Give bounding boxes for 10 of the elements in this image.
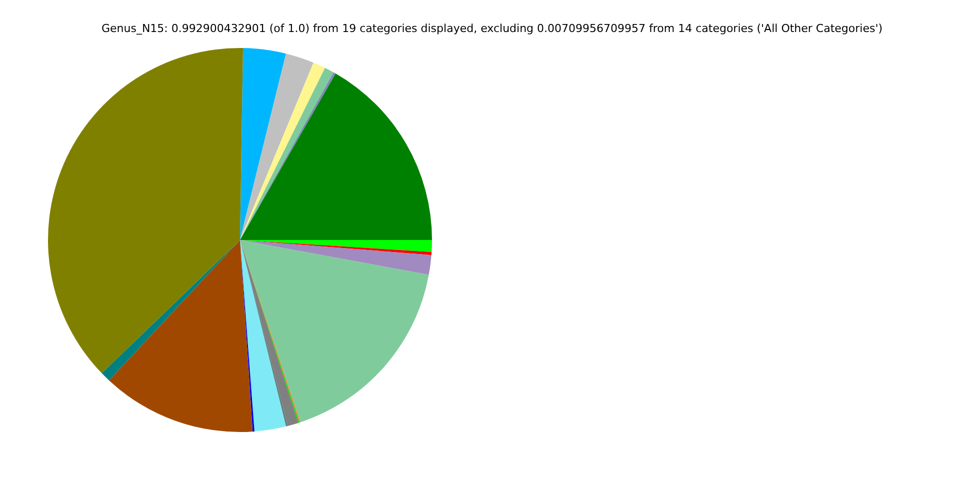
pie-slice: [240, 240, 432, 256]
pie-slice: [240, 74, 432, 240]
text: Genus_N15: 0.992900432901 (of 1.0) from 19 categories displayed, excluding 0.00709956709957 from 14 categories ('All Other Categories'): [101, 22, 883, 35]
pie-slice: [240, 48, 286, 240]
pie-slice: [102, 240, 240, 380]
pie-slice: [109, 240, 253, 432]
pie-slice: [240, 240, 432, 275]
pie-slice: [240, 54, 314, 240]
pie-slice: [240, 240, 429, 422]
pie-slice: [48, 48, 244, 374]
